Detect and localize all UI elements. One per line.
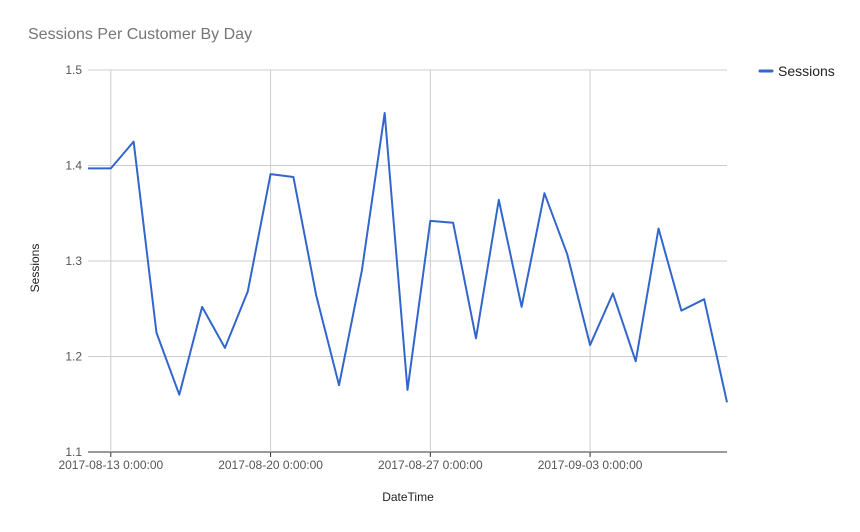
- x-tick-label: 2017-08-27 0:00:00: [378, 458, 483, 472]
- series-layer: [88, 113, 727, 402]
- x-tick-label: 2017-08-20 0:00:00: [218, 458, 323, 472]
- y-axis-ticks: 1.1 1.2 1.3 1.4 1.5: [65, 63, 82, 459]
- x-tick-label: 2017-08-13 0:00:00: [58, 458, 163, 472]
- legend: Sessions: [760, 63, 835, 79]
- y-tick-label: 1.5: [65, 63, 82, 77]
- y-tick-label: 1.3: [65, 254, 82, 268]
- grid: [88, 70, 727, 457]
- y-axis-title: Sessions: [28, 244, 42, 293]
- y-tick-label: 1.1: [65, 445, 82, 459]
- y-tick-label: 1.2: [65, 350, 82, 364]
- x-axis-ticks: 2017-08-13 0:00:00 2017-08-20 0:00:00 2017…: [58, 458, 642, 472]
- legend-label-sessions: Sessions: [778, 63, 835, 79]
- x-tick-label: 2017-09-03 0:00:00: [538, 458, 643, 472]
- x-axis-title: DateTime: [382, 490, 434, 504]
- series-line-sessions: [88, 113, 727, 402]
- y-tick-label: 1.4: [65, 159, 82, 173]
